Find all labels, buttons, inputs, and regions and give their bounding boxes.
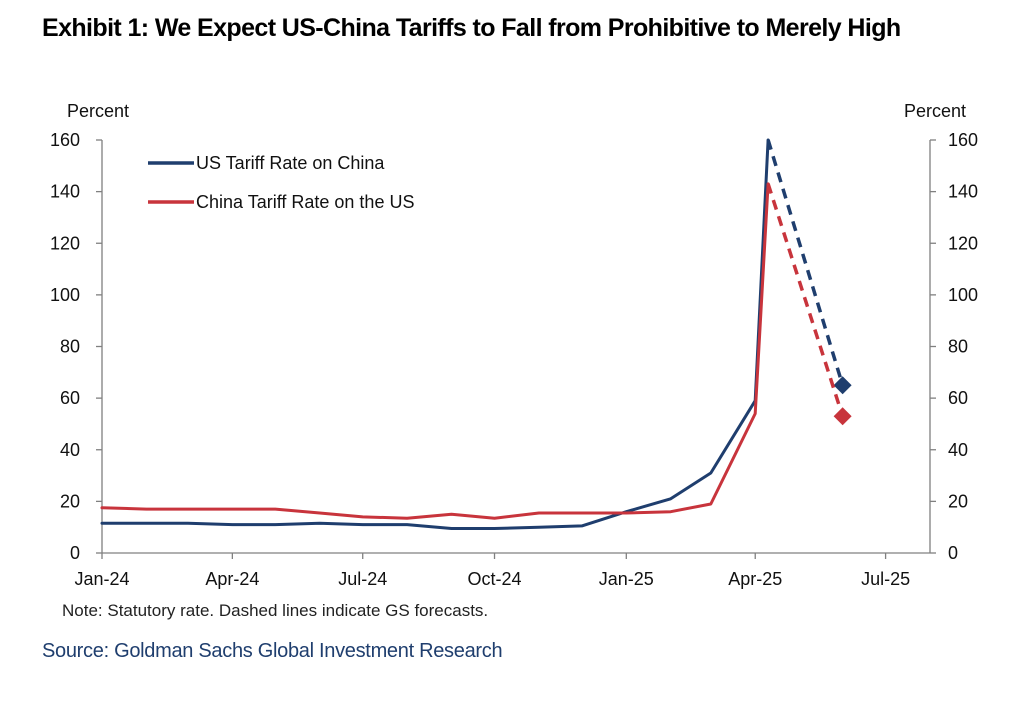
y-tick-label-right: 160 (948, 130, 978, 150)
x-tick-label: Apr-25 (728, 569, 782, 589)
legend-label-1: US Tariff Rate on China (196, 153, 385, 173)
series-forecast-marker-1 (833, 376, 852, 395)
y-tick-label-right: 20 (948, 491, 968, 511)
y-tick-label-right: 80 (948, 337, 968, 357)
y-tick-label-left: 0 (70, 543, 80, 563)
y-tick-label-left: 120 (50, 233, 80, 253)
x-tick-label: Jan-25 (599, 569, 654, 589)
series-line-1 (100, 138, 770, 530)
y-tick-label-right: 140 (948, 182, 978, 202)
x-tick-label: Oct-24 (467, 569, 521, 589)
x-tick-label: Jan-24 (74, 569, 129, 589)
y-tick-label-left: 80 (60, 337, 80, 357)
chart-title: Exhibit 1: We Expect US-China Tariffs to… (42, 14, 901, 42)
y-tick-label-right: 60 (948, 388, 968, 408)
y-tick-label-left: 100 (50, 285, 80, 305)
y-tick-label-left: 160 (50, 130, 80, 150)
x-tick-label: Apr-24 (205, 569, 259, 589)
y-tick-label-right: 0 (948, 543, 958, 563)
y-tick-label-left: 40 (60, 440, 80, 460)
series-forecast-dashed-2 (766, 183, 845, 417)
y-tick-label-left: 20 (60, 491, 80, 511)
x-tick-label: Jul-24 (338, 569, 387, 589)
y-axis-title-left: Percent (67, 101, 129, 121)
series-forecast-marker-2 (833, 407, 852, 426)
legend-label-2: China Tariff Rate on the US (196, 192, 414, 212)
y-tick-label-right: 120 (948, 233, 978, 253)
chart-source: Source: Goldman Sachs Global Investment … (42, 640, 503, 662)
x-tick-label: Jul-25 (861, 569, 910, 589)
series-forecast-dashed-1 (766, 139, 845, 386)
y-axis-title-right: Percent (904, 101, 966, 121)
chart-note: Note: Statutory rate. Dashed lines indic… (62, 601, 489, 620)
y-tick-label-right: 40 (948, 440, 968, 460)
series-line-2 (100, 182, 770, 520)
y-tick-label-right: 100 (948, 285, 978, 305)
y-tick-label-left: 140 (50, 182, 80, 202)
y-tick-label-left: 60 (60, 388, 80, 408)
